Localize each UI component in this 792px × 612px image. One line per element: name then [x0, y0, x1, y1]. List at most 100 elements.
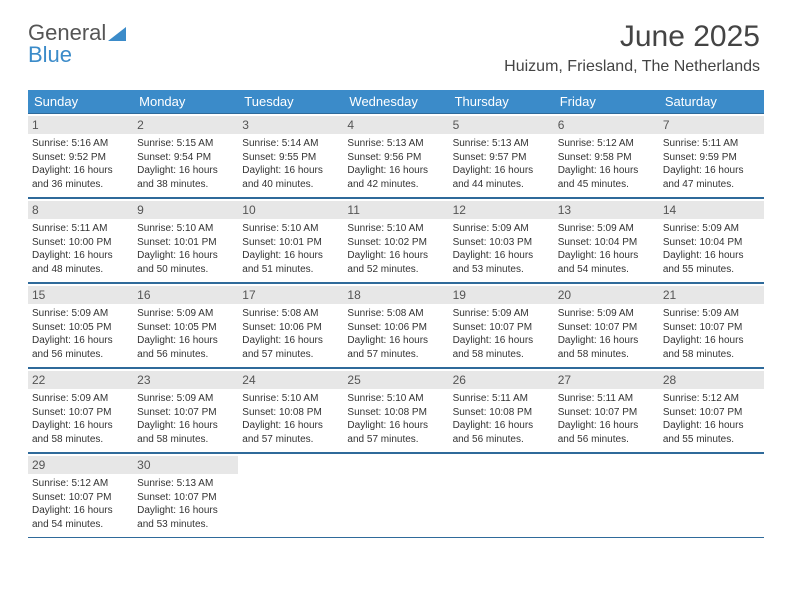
calendar-day-cell: 26Sunrise: 5:11 AMSunset: 10:08 PMDaylig… — [449, 369, 554, 452]
calendar-day-cell — [659, 454, 764, 537]
calendar-day-cell: 19Sunrise: 5:09 AMSunset: 10:07 PMDaylig… — [449, 284, 554, 367]
day-number: 5 — [449, 116, 554, 134]
sunrise-text: Sunrise: 5:11 AM — [32, 222, 129, 236]
day-number: 7 — [659, 116, 764, 134]
day-number: 9 — [133, 201, 238, 219]
daylight-text: Daylight: 16 hours and 54 minutes. — [32, 504, 129, 531]
sunset-text: Sunset: 10:07 PM — [663, 321, 760, 335]
calendar-day-cell: 29Sunrise: 5:12 AMSunset: 10:07 PMDaylig… — [28, 454, 133, 537]
sunrise-text: Sunrise: 5:10 AM — [347, 392, 444, 406]
sunrise-text: Sunrise: 5:12 AM — [32, 477, 129, 491]
weekday-header: Wednesday — [343, 90, 448, 113]
day-number: 22 — [28, 371, 133, 389]
calendar-week-row: 29Sunrise: 5:12 AMSunset: 10:07 PMDaylig… — [28, 453, 764, 538]
sunset-text: Sunset: 10:06 PM — [347, 321, 444, 335]
calendar-day-cell: 15Sunrise: 5:09 AMSunset: 10:05 PMDaylig… — [28, 284, 133, 367]
sunrise-text: Sunrise: 5:08 AM — [242, 307, 339, 321]
sunset-text: Sunset: 10:00 PM — [32, 236, 129, 250]
daylight-text: Daylight: 16 hours and 56 minutes. — [137, 334, 234, 361]
sunrise-text: Sunrise: 5:10 AM — [242, 392, 339, 406]
weekday-header: Sunday — [28, 90, 133, 113]
daylight-text: Daylight: 16 hours and 53 minutes. — [137, 504, 234, 531]
day-number: 18 — [343, 286, 448, 304]
sunrise-text: Sunrise: 5:09 AM — [453, 222, 550, 236]
day-number: 1 — [28, 116, 133, 134]
calendar-day-cell: 1 Sunrise: 5:16 AMSunset: 9:52 PMDaylight… — [28, 114, 133, 197]
day-number: 23 — [133, 371, 238, 389]
sunset-text: Sunset: 10:05 PM — [137, 321, 234, 335]
sunrise-text: Sunrise: 5:16 AM — [32, 137, 129, 151]
calendar-week-row: 8Sunrise: 5:11 AMSunset: 10:00 PMDayligh… — [28, 198, 764, 283]
sunrise-text: Sunrise: 5:11 AM — [453, 392, 550, 406]
calendar-day-cell: 8 Sunrise: 5:11 AMSunset: 10:00 PMDayligh… — [28, 199, 133, 282]
daylight-text: Daylight: 16 hours and 57 minutes. — [242, 419, 339, 446]
sunset-text: Sunset: 10:07 PM — [663, 406, 760, 420]
weekday-header: Monday — [133, 90, 238, 113]
calendar-day-cell: 22Sunrise: 5:09 AMSunset: 10:07 PMDaylig… — [28, 369, 133, 452]
sunrise-text: Sunrise: 5:10 AM — [137, 222, 234, 236]
calendar-day-cell: 12Sunrise: 5:09 AMSunset: 10:03 PMDaylig… — [449, 199, 554, 282]
sunset-text: Sunset: 10:04 PM — [558, 236, 655, 250]
sunset-text: Sunset: 10:04 PM — [663, 236, 760, 250]
daylight-text: Daylight: 16 hours and 56 minutes. — [453, 419, 550, 446]
daylight-text: Daylight: 16 hours and 57 minutes. — [347, 334, 444, 361]
page-title: June 2025 — [620, 20, 760, 54]
day-number: 15 — [28, 286, 133, 304]
sunrise-text: Sunrise: 5:09 AM — [558, 222, 655, 236]
sunrise-text: Sunrise: 5:11 AM — [663, 137, 760, 151]
sunrise-text: Sunrise: 5:09 AM — [32, 392, 129, 406]
calendar-week-row: 1Sunrise: 5:16 AMSunset: 9:52 PMDaylight… — [28, 113, 764, 198]
calendar-week-row: 22 Sunrise: 5:09 AM Sunset: 10:07 PM Daylig… — [28, 368, 764, 453]
calendar-day-cell: 18 Sunrise: 5:08 AMSunset: 10:06 PMDaylig… — [343, 284, 448, 367]
sunrise-text: Sunrise: 5:08 AM — [347, 307, 444, 321]
calendar-day-cell — [554, 454, 659, 537]
sunset-text: Sunset: 9:54 PM — [137, 151, 234, 165]
daylight-text: Daylight: 16 hours and 51 minutes. — [242, 249, 339, 276]
day-number: 14 — [659, 201, 764, 219]
day-number: 8 — [28, 201, 133, 219]
sunset-text: Sunset: 10:01 PM — [242, 236, 339, 250]
sunset-text: Sunset: 10:07 PM — [137, 406, 234, 420]
daylight-text: Daylight: 16 hours and 58 minutes. — [32, 419, 129, 446]
calendar-day-cell: 20Sunrise: 5:09 AMSunset: 10:07 PMDaylig… — [554, 284, 659, 367]
calendar-day-cell: 16Sunrise: 5:09 AMSunset: 10:05 PMDaylig… — [133, 284, 238, 367]
sunset-text: Sunset: 10:01 PM — [137, 236, 234, 250]
brand-triangle-icon — [108, 27, 126, 41]
calendar-day-cell — [343, 454, 448, 537]
weekday-header: Friday — [554, 90, 659, 113]
day-number: 21 — [659, 286, 764, 304]
daylight-text: Daylight: 16 hours and 48 minutes. — [32, 249, 129, 276]
sunset-text: Sunset: 9:52 PM — [32, 151, 129, 165]
day-number: 28 — [659, 371, 764, 389]
daylight-text: Daylight: 16 hours and 44 minutes. — [453, 164, 550, 191]
day-number: 26 — [449, 371, 554, 389]
calendar-day-cell: 3Sunrise: 5:14 AMSunset: 9:55 PMDaylight… — [238, 114, 343, 197]
sunrise-text: Sunrise: 5:10 AM — [242, 222, 339, 236]
calendar-day-cell: 21Sunrise: 5:09 AMSunset: 10:07 PMDaylig… — [659, 284, 764, 367]
sunset-text: Sunset: 9:57 PM — [453, 151, 550, 165]
calendar-grid: SundayMondayTuesdayWednesdayThursdayFrid… — [28, 90, 764, 538]
sunset-text: Sunset: 10:08 PM — [347, 406, 444, 420]
sunset-text: Sunset: 10:07 PM — [558, 321, 655, 335]
daylight-text: Daylight: 16 hours and 36 minutes. — [32, 164, 129, 191]
sunrise-text: Sunrise: 5:13 AM — [347, 137, 444, 151]
calendar-header-row: SundayMondayTuesdayWednesdayThursdayFrid… — [28, 90, 764, 113]
day-number: 3 — [238, 116, 343, 134]
calendar-day-cell: 28Sunrise: 5:12 AMSunset: 10:07 PMDaylig… — [659, 369, 764, 452]
weekday-header: Tuesday — [238, 90, 343, 113]
sunrise-text: Sunrise: 5:13 AM — [137, 477, 234, 491]
day-number: 13 — [554, 201, 659, 219]
calendar-day-cell: 7Sunrise: 5:11 AMSunset: 9:59 PMDaylight… — [659, 114, 764, 197]
sunrise-text: Sunrise: 5:09 AM — [137, 307, 234, 321]
sunset-text: Sunset: 10:05 PM — [32, 321, 129, 335]
daylight-text: Daylight: 16 hours and 55 minutes. — [663, 249, 760, 276]
sunset-text: Sunset: 10:03 PM — [453, 236, 550, 250]
calendar-day-cell: 9Sunrise: 5:10 AMSunset: 10:01 PMDayligh… — [133, 199, 238, 282]
calendar-week-row: 15Sunrise: 5:09 AMSunset: 10:05 PMDaylig… — [28, 283, 764, 368]
calendar-day-cell: 5 Sunrise: 5:13 AMSunset: 9:57 PMDaylight… — [449, 114, 554, 197]
sunrise-text: Sunrise: 5:09 AM — [453, 307, 550, 321]
calendar-day-cell: 10Sunrise: 5:10 AMSunset: 10:01 PMDaylig… — [238, 199, 343, 282]
day-number: 25 — [343, 371, 448, 389]
sunrise-text: Sunrise: 5:13 AM — [453, 137, 550, 151]
daylight-text: Daylight: 16 hours and 58 minutes. — [453, 334, 550, 361]
